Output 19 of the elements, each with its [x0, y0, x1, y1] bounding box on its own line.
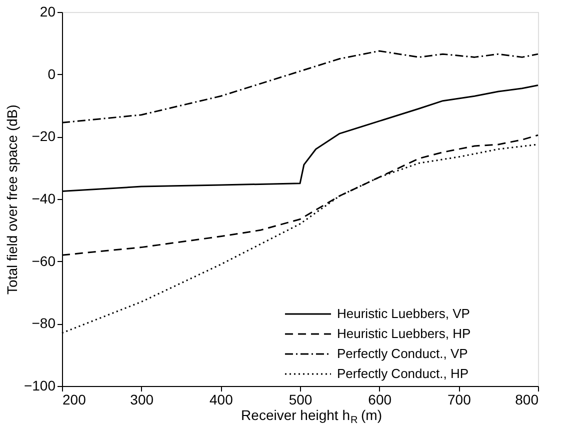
y-tick-label: −40: [32, 190, 56, 206]
x-tick-label: 700: [447, 392, 472, 408]
x-tick-label: 200: [62, 392, 86, 408]
legend-label: Heuristic Luebbers, HP: [337, 326, 471, 341]
x-tick-label: 800: [515, 392, 539, 408]
y-tick-label: 20: [40, 4, 56, 20]
x-tick-label: 600: [368, 392, 392, 408]
y-tick-label: −100: [24, 378, 56, 394]
legend-label: Heuristic Luebbers, VP: [337, 306, 470, 321]
x-tick-label: 300: [130, 392, 154, 408]
y-axis-title: Total field over free space (dB): [4, 104, 20, 294]
x-tick-label: 500: [288, 392, 312, 408]
x-tick-label: 400: [209, 392, 234, 408]
legend-label: Perfectly Conduct., HP: [337, 366, 468, 381]
y-tick-label: −80: [32, 315, 56, 332]
y-tick-label: −20: [32, 128, 56, 144]
y-tick-label: 0: [48, 66, 56, 82]
y-tick-label: −60: [32, 252, 56, 269]
legend-label: Perfectly Conduct., VP: [337, 346, 468, 361]
